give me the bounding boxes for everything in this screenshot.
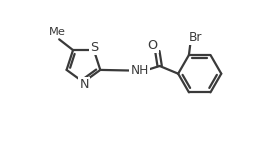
Text: Br: Br <box>189 31 202 44</box>
Text: O: O <box>148 39 158 52</box>
Text: S: S <box>90 41 99 54</box>
Text: N: N <box>80 78 89 91</box>
Text: Me: Me <box>49 27 66 37</box>
Text: NH: NH <box>130 64 149 77</box>
